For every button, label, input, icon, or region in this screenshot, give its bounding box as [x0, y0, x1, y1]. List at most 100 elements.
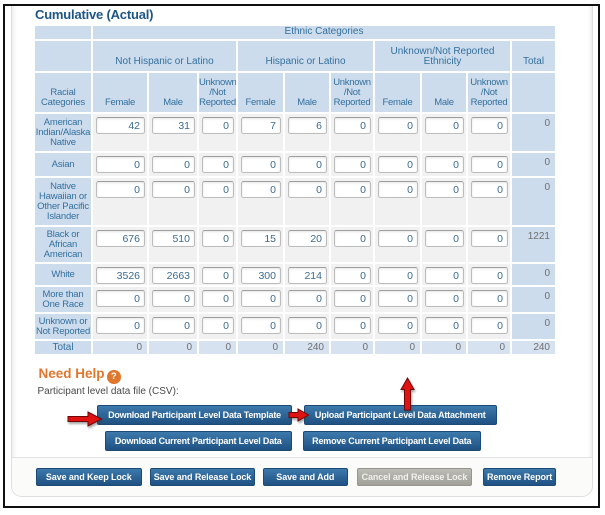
enrollment-input[interactable]: [378, 290, 418, 307]
enrollment-input[interactable]: [241, 117, 281, 134]
enrollment-input[interactable]: [334, 317, 371, 334]
enrollment-cell: [149, 227, 197, 262]
enrollment-input[interactable]: [425, 156, 464, 173]
enrollment-input[interactable]: [202, 117, 234, 134]
enrollment-input[interactable]: [425, 317, 464, 334]
save-and-keep-lock-button[interactable]: Save and Keep Lock: [36, 467, 142, 486]
save-and-release-lock-button[interactable]: Save and Release Lock: [150, 467, 255, 486]
enrollment-input[interactable]: [202, 156, 234, 173]
enrollment-input[interactable]: [425, 290, 464, 307]
enrollment-cell: [331, 227, 373, 262]
enrollment-input[interactable]: [96, 317, 145, 334]
enrollment-input[interactable]: [152, 117, 195, 134]
enrollment-input[interactable]: [288, 267, 327, 284]
enrollment-cell: [93, 314, 147, 339]
enrollment-input[interactable]: [378, 317, 418, 334]
enrollment-input[interactable]: [152, 290, 195, 307]
enrollment-input[interactable]: [425, 181, 464, 198]
enrollment-input[interactable]: [288, 156, 327, 173]
racial-category-label: More than One Race: [35, 287, 91, 312]
enrollment-input[interactable]: [425, 117, 464, 134]
cancel-and-release-lock-button[interactable]: Cancel and Release Lock: [356, 467, 473, 486]
row-total-value: 0: [512, 314, 555, 339]
row-total-value: 0: [512, 287, 555, 312]
enrollment-input[interactable]: [96, 230, 145, 247]
enrollment-input[interactable]: [241, 317, 281, 334]
enrollment-input[interactable]: [241, 267, 281, 284]
enrollment-input[interactable]: [288, 230, 327, 247]
enrollment-input[interactable]: [241, 230, 281, 247]
enrollment-cell: [285, 287, 329, 312]
download-current-button[interactable]: Download Current Participant Level Data: [105, 431, 292, 451]
enrollment-input[interactable]: [288, 181, 327, 198]
enrollment-input[interactable]: [152, 317, 195, 334]
row-total-value: 0: [512, 114, 555, 151]
enrollment-input[interactable]: [152, 181, 195, 198]
total-column-header: Total: [512, 41, 555, 71]
enrollment-input[interactable]: [202, 290, 234, 307]
column-total-value: 0: [331, 341, 373, 354]
save-and-add-button[interactable]: Save and Add: [262, 467, 348, 486]
enrollment-input[interactable]: [202, 267, 234, 284]
table-row-more-than-one: More than One Race 0: [35, 287, 555, 312]
enrollment-input[interactable]: [152, 230, 195, 247]
enrollment-input[interactable]: [334, 117, 371, 134]
red-arrow-up-icon: [399, 377, 415, 411]
racial-category-label: Native Hawaiian or Other Pacific Islande…: [35, 178, 91, 225]
enrollment-input[interactable]: [471, 181, 508, 198]
enrollment-input[interactable]: [241, 290, 281, 307]
enrollment-input[interactable]: [471, 267, 508, 284]
row-total-value: 0: [512, 264, 555, 285]
enrollment-input[interactable]: [96, 181, 145, 198]
enrollment-input[interactable]: [288, 290, 327, 307]
enrollment-input[interactable]: [96, 267, 145, 284]
enrollment-input[interactable]: [378, 181, 418, 198]
enrollment-input[interactable]: [241, 156, 281, 173]
enrollment-input[interactable]: [334, 230, 371, 247]
enrollment-cell: [375, 287, 420, 312]
enrollment-input[interactable]: [425, 230, 464, 247]
enrollment-cell: [149, 287, 197, 312]
enrollment-input[interactable]: [96, 156, 145, 173]
remove-report-button[interactable]: Remove Report: [482, 467, 557, 486]
enrollment-cell: [422, 227, 466, 262]
table-row-asian: Asian 0: [35, 153, 555, 176]
enrollment-input[interactable]: [202, 230, 234, 247]
enrollment-input[interactable]: [96, 290, 145, 307]
enrollment-input[interactable]: [288, 317, 327, 334]
enrollment-input[interactable]: [334, 156, 371, 173]
enrollment-cell: [199, 287, 236, 312]
remove-current-button[interactable]: Remove Current Participant Level Data: [303, 431, 481, 451]
enrollment-input[interactable]: [471, 317, 508, 334]
enrollment-input[interactable]: [152, 156, 195, 173]
table-row-unknown-not-reported: Unknown or Not Reported 0: [35, 314, 555, 339]
enrollment-cell: [375, 227, 420, 262]
download-template-button[interactable]: Download Participant Level Data Template: [97, 404, 292, 425]
enrollment-input[interactable]: [378, 117, 418, 134]
enrollment-input[interactable]: [288, 117, 327, 134]
enrollment-input[interactable]: [334, 267, 371, 284]
enrollment-input[interactable]: [471, 230, 508, 247]
enrollment-input[interactable]: [334, 181, 371, 198]
column-header-unknown: Unknown /Not Reported: [199, 73, 236, 112]
enrollment-input[interactable]: [471, 290, 508, 307]
enrollment-cell: [93, 178, 147, 225]
table-header-row-groups: Not Hispanic or Latino Hispanic or Latin…: [35, 41, 555, 71]
enrollment-input[interactable]: [378, 156, 418, 173]
red-arrow-upload-attachment-icon: [288, 407, 310, 422]
enrollment-input[interactable]: [241, 181, 281, 198]
enrollment-input[interactable]: [96, 117, 145, 134]
enrollment-cell: [93, 227, 147, 262]
enrollment-input[interactable]: [152, 267, 195, 284]
enrollment-input[interactable]: [425, 267, 464, 284]
enrollment-input[interactable]: [202, 181, 234, 198]
question-mark-icon[interactable]: ?: [107, 370, 121, 384]
enrollment-input[interactable]: [471, 117, 508, 134]
enrollment-input[interactable]: [378, 230, 418, 247]
enrollment-input[interactable]: [202, 317, 234, 334]
enrollment-cell: [285, 314, 329, 339]
enrollment-input[interactable]: [471, 156, 508, 173]
enrollment-input[interactable]: [334, 290, 371, 307]
column-total-value: 0: [199, 341, 236, 354]
enrollment-input[interactable]: [378, 267, 418, 284]
